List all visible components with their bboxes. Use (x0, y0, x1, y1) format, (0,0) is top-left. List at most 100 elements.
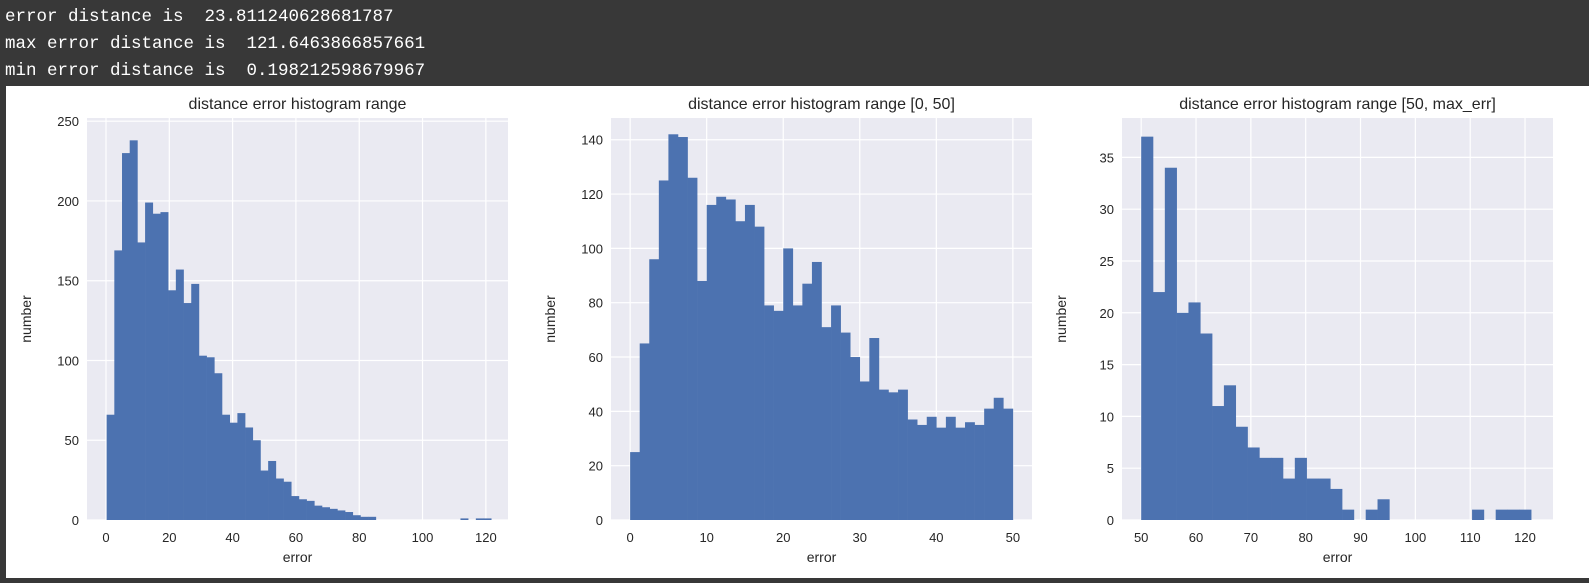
histogram-bar (1223, 385, 1237, 520)
histogram-bar (1519, 509, 1532, 520)
x-tick-label: 20 (162, 530, 176, 545)
histogram-bar (859, 381, 870, 520)
histogram-bar (1507, 509, 1520, 520)
figure-output: 0 20 40 60 80 100 120 0 50 100 150 200 250 distance e… (6, 86, 1589, 578)
histogram-bar (460, 518, 469, 520)
console-output: error distance is 23.811240628681787 max… (0, 0, 1589, 86)
histogram-bar (314, 505, 323, 520)
histogram-bar (888, 392, 899, 520)
histogram-panel-1: 0 20 40 60 80 100 120 0 50 100 150 200 250 distance e… (18, 96, 508, 565)
histogram-bar (137, 242, 146, 520)
y-tick-label: 120 (581, 187, 603, 202)
histogram-bar (1164, 167, 1177, 520)
chart-title: distance error histogram range [0, 50] (688, 96, 955, 113)
y-tick-label: 60 (589, 350, 603, 365)
histogram-bar (792, 305, 803, 520)
histogram-bar (291, 496, 300, 520)
histogram-bar (1271, 457, 1284, 520)
x-axis-label: error (807, 549, 837, 565)
histogram-bar (360, 516, 369, 520)
x-tick-label: 100 (1405, 530, 1427, 545)
y-tick-label: 35 (1100, 150, 1114, 165)
histogram-bar (773, 310, 784, 520)
histogram-bar (1377, 499, 1390, 520)
y-tick-label: 20 (1100, 306, 1114, 321)
histogram-bar (168, 290, 177, 520)
histogram-bar (744, 204, 755, 520)
histogram-bar (122, 153, 131, 520)
histogram-bar (725, 199, 736, 520)
histogram-bar (1235, 426, 1248, 520)
histogram-bar (129, 140, 138, 521)
y-tick-label: 20 (589, 459, 603, 474)
histogram-bar (191, 283, 200, 520)
x-tick-label: 30 (853, 530, 867, 545)
console-line-min-error: min error distance is 0.198212598679967 (5, 61, 426, 81)
y-tick-label: 0 (72, 513, 79, 528)
histogram-bar (811, 261, 822, 520)
histogram-bar (821, 327, 832, 520)
histogram-bar (298, 499, 307, 520)
x-axis-label: error (1323, 549, 1353, 565)
histogram-bar (368, 516, 377, 520)
histogram-bar (214, 373, 223, 520)
y-tick-label: 0 (596, 513, 603, 528)
histogram-bar (1003, 408, 1014, 520)
histogram-bar (869, 338, 880, 520)
histogram-bar (716, 196, 727, 520)
histogram-bar (840, 332, 851, 520)
histogram-bar (268, 460, 277, 520)
x-tick-label: 0 (627, 530, 634, 545)
x-tick-label: 0 (102, 530, 109, 545)
histogram-bar (206, 357, 215, 520)
histogram-bar (475, 518, 484, 520)
histogram-bar (237, 413, 246, 520)
histogram-bar (1259, 457, 1272, 520)
histogram-bar (1188, 302, 1201, 520)
histogram-bar (1472, 509, 1485, 520)
x-tick-label: 120 (1514, 530, 1536, 545)
y-tick-label: 150 (57, 274, 79, 289)
y-tick-label: 100 (57, 353, 79, 368)
x-tick-label: 70 (1244, 530, 1258, 545)
histogram-bar (974, 424, 985, 520)
x-tick-label: 110 (1460, 530, 1481, 545)
histogram-bar (831, 305, 841, 520)
histogram-bar (1282, 478, 1296, 520)
x-tick-label: 20 (776, 530, 790, 545)
histogram-bar (1153, 292, 1166, 520)
x-tick-label: 90 (1353, 530, 1367, 545)
histogram-bar (229, 422, 238, 520)
histogram-bar (1141, 136, 1154, 520)
x-tick-label: 100 (412, 530, 434, 545)
x-tick-label: 50 (1134, 530, 1148, 545)
console-line-max-error: max error distance is 121.6463866857661 (5, 34, 426, 54)
y-tick-label: 100 (581, 241, 603, 256)
x-tick-label: 60 (1189, 530, 1203, 545)
histogram-bar (677, 137, 688, 520)
y-tick-label: 250 (57, 114, 79, 129)
histogram-bar (198, 355, 207, 520)
histogram-bar (878, 389, 889, 520)
histogram-bar (764, 305, 774, 520)
histogram-bar (222, 414, 230, 520)
histogram-bar (152, 213, 161, 520)
console-line-error-distance: error distance is 23.811240628681787 (5, 7, 394, 27)
y-tick-label: 25 (1100, 254, 1114, 269)
histogram-bar (1294, 457, 1307, 520)
histogram-bar (106, 414, 115, 520)
histogram-bar (706, 204, 717, 520)
histogram-bar (1247, 447, 1260, 520)
x-tick-label: 120 (475, 530, 497, 545)
histogram-bar (483, 518, 492, 520)
histogram-bar (1495, 509, 1508, 520)
histogram-bar (850, 357, 861, 520)
histogram-bar (1318, 478, 1331, 520)
histogram-bar (306, 500, 315, 520)
histogram-bar (175, 269, 184, 520)
histogram-bar (160, 212, 169, 520)
histogram-bar (649, 259, 660, 520)
histogram-bar (907, 419, 918, 520)
histogram-bar (754, 226, 765, 520)
